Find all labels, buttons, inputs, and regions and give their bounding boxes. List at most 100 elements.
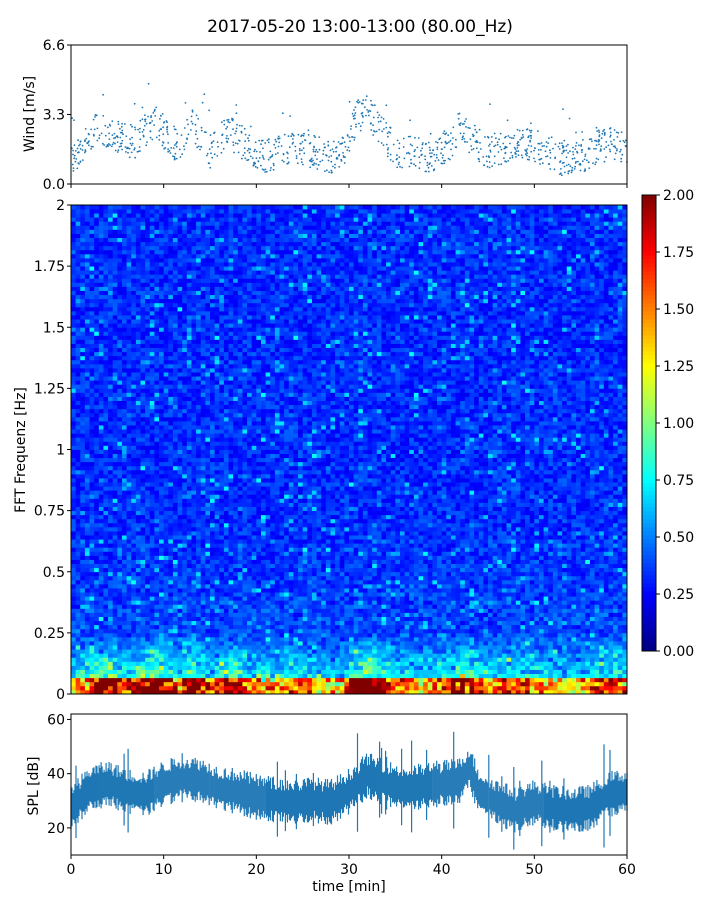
- spectrogram-cell: [94, 449, 100, 454]
- spectrogram-cell: [145, 571, 151, 577]
- spectrogram-cell: [80, 559, 86, 564]
- spectrogram-cell: [205, 429, 211, 434]
- spectrogram-cell: [89, 416, 95, 422]
- spectrogram-cell: [108, 347, 114, 353]
- spectrogram-cell: [177, 469, 183, 475]
- spectrogram-cell: [149, 351, 155, 357]
- spectrogram-cell: [210, 604, 216, 609]
- spectrogram-cell: [145, 641, 151, 646]
- spectrogram-cell: [121, 608, 127, 613]
- spectrogram-cell: [75, 604, 81, 609]
- spectrogram-cell: [172, 579, 178, 585]
- spectrogram-cell: [135, 616, 141, 622]
- spectrogram-cell: [154, 331, 160, 336]
- spectrogram-cell: [84, 583, 90, 589]
- spectrogram-cell: [210, 494, 216, 499]
- spectrogram-cell: [200, 315, 206, 320]
- spectrogram-cell: [84, 270, 90, 275]
- spectrogram-cell: [71, 677, 77, 683]
- spectrogram-cell: [112, 522, 118, 528]
- spectrogram-cell: [163, 583, 169, 589]
- spectrogram-cell: [214, 270, 220, 275]
- spectrogram-cell: [182, 636, 188, 642]
- spectrogram-cell: [168, 628, 174, 634]
- spectrogram-cell: [80, 636, 86, 642]
- wind-data-point: [260, 143, 262, 146]
- spectrogram-cell: [205, 677, 211, 683]
- spectrogram-cell: [145, 473, 151, 479]
- spectrogram-cell: [145, 494, 151, 499]
- wind-data-point: [220, 141, 223, 144]
- wind-data-point: [316, 158, 318, 161]
- wind-data-point: [303, 132, 305, 135]
- spectrogram-cell: [186, 624, 192, 630]
- spectrogram-cell: [126, 612, 132, 617]
- wind-data-point: [252, 164, 255, 167]
- spectrogram-cell: [71, 575, 77, 581]
- spectrogram-cell: [75, 437, 81, 442]
- wind-data-point: [307, 129, 310, 132]
- wind-data-point: [340, 142, 343, 145]
- spectrogram-cell: [159, 315, 165, 320]
- wind-scatter-points: [71, 82, 628, 177]
- spectrogram-cell: [168, 205, 174, 210]
- spectrogram-cell: [214, 249, 220, 255]
- spectrogram-cell: [172, 506, 178, 512]
- wind-data-point: [104, 124, 107, 127]
- spectrogram-cell: [108, 286, 114, 291]
- spectrogram-cell: [163, 449, 169, 454]
- spectrogram-cell: [186, 498, 192, 503]
- spectrogram-cell: [108, 543, 114, 548]
- spectrogram-cell: [89, 323, 95, 328]
- spectrogram-cell: [172, 636, 178, 642]
- spectrogram-cell: [103, 355, 109, 361]
- spectrogram-cell: [186, 396, 192, 401]
- spectrogram-cell: [145, 429, 151, 434]
- spectrogram-cell: [89, 237, 95, 243]
- spectrogram-cell: [172, 380, 178, 385]
- spectrogram-cell: [117, 315, 123, 320]
- spectrogram-cell: [121, 270, 127, 275]
- spectrogram-cell: [149, 681, 155, 687]
- spectrogram-cell: [159, 425, 165, 430]
- spectrogram-cell: [168, 526, 174, 532]
- wind-data-point: [369, 110, 372, 112]
- spectrogram-cell: [214, 583, 220, 589]
- spectrogram-cell: [163, 392, 169, 397]
- spectrogram-cell: [135, 420, 141, 426]
- wind-data-point: [79, 143, 81, 146]
- spectrogram-cell: [80, 266, 86, 271]
- spectrogram-cell: [84, 457, 90, 463]
- spectrogram-cell: [84, 469, 90, 475]
- spectrogram-cell: [80, 612, 86, 617]
- spectrogram-cell: [205, 604, 211, 609]
- spectrogram-cell: [186, 302, 192, 308]
- spectrogram-cell: [135, 262, 141, 267]
- spectrogram-cell: [89, 205, 95, 210]
- spectrogram-cell: [121, 437, 127, 442]
- spectrogram-cell: [108, 257, 114, 263]
- spectrogram-cell: [196, 241, 202, 247]
- wind-data-point: [497, 151, 500, 153]
- spectrogram-cell: [163, 461, 169, 467]
- spectrogram-cell: [182, 343, 188, 349]
- spectrogram-cell: [172, 461, 178, 467]
- spectrogram-cell: [186, 571, 192, 577]
- spectrogram-cell: [200, 583, 206, 589]
- spectrogram-cell: [210, 559, 216, 564]
- spectrogram-cell: [126, 649, 132, 654]
- wind-data-point: [343, 141, 346, 144]
- spectrogram-cell: [154, 531, 160, 536]
- spectrogram-cell: [126, 661, 132, 666]
- spectrogram-cell: [182, 555, 188, 560]
- spectrogram-cell: [163, 486, 169, 491]
- spectrogram-cell: [94, 583, 100, 589]
- spectrogram-cell: [210, 632, 216, 638]
- spectrogram-cell: [159, 327, 165, 332]
- wind-data-point: [258, 139, 260, 142]
- spectrogram-cell: [177, 661, 183, 666]
- spectrogram-cell: [135, 298, 141, 304]
- spectrogram-cell: [103, 539, 109, 544]
- wind-data-point: [574, 165, 576, 168]
- wind-data-point: [269, 150, 272, 153]
